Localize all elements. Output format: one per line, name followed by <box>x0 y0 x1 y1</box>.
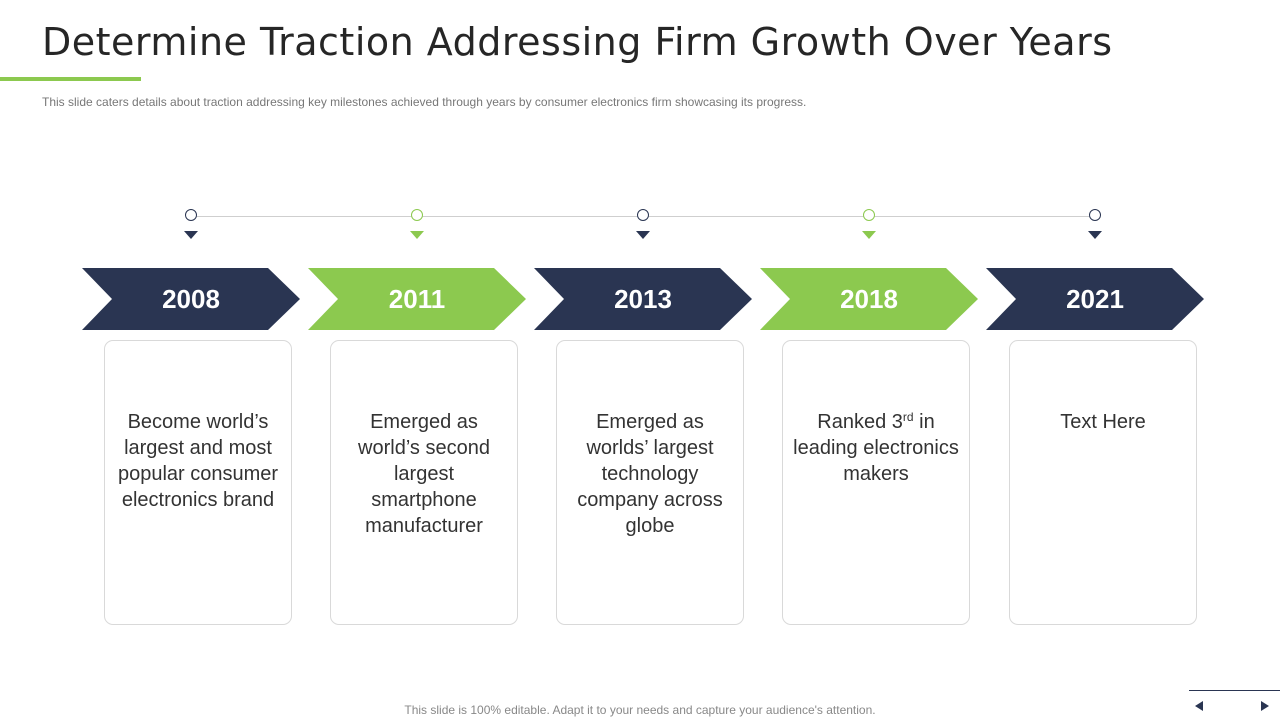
year-chevron-2021: 2021 <box>986 268 1204 330</box>
year-chevron-2011: 2011 <box>308 268 526 330</box>
marker-pointer-icon <box>862 231 876 239</box>
year-label: 2018 <box>840 284 898 314</box>
milestone-text-after: in leading electronics makers <box>793 411 959 485</box>
footer-note: This slide is 100% editable. Adapt it to… <box>404 703 876 717</box>
timeline-marker-2021 <box>1089 209 1101 221</box>
year-label: 2021 <box>1066 284 1124 314</box>
year-label: 2011 <box>388 284 446 314</box>
title-underline <box>0 77 141 81</box>
chevron-shape <box>760 268 978 330</box>
marker-pointer-icon <box>184 231 198 239</box>
page-title: Determine Traction Addressing Firm Growt… <box>42 20 1113 64</box>
milestone-text-superscript: rd <box>902 410 914 424</box>
year-chevron-2013: 2013 <box>534 268 752 330</box>
milestone-text: Emerged as world’s second largest smartp… <box>358 411 490 537</box>
chevron-shape <box>82 268 300 330</box>
milestone-text-before: Ranked 3 <box>817 411 903 433</box>
milestone-card-2021: Text Here <box>1009 340 1197 625</box>
milestone-card-2013: Emerged as worlds’ largest technology co… <box>556 340 744 625</box>
marker-pointer-icon <box>1088 231 1102 239</box>
timeline-marker-2008 <box>185 209 197 221</box>
marker-pointer-icon <box>636 231 650 239</box>
year-chevron-2008: 2008 <box>82 268 300 330</box>
timeline-marker-2018 <box>863 209 875 221</box>
marker-pointer-icon <box>410 231 424 239</box>
slide-nav <box>1189 690 1280 721</box>
timeline-marker-2013 <box>637 209 649 221</box>
milestone-text: Ranked 3rd in leading electronics makers <box>793 409 959 487</box>
page-subtitle: This slide caters details about traction… <box>42 95 807 109</box>
year-label: 2013 <box>614 284 672 314</box>
milestone-card-2011: Emerged as world’s second largest smartp… <box>330 340 518 625</box>
milestone-text: Become world’s largest and most popular … <box>117 411 279 511</box>
timeline-marker-2011 <box>411 209 423 221</box>
milestone-text: Emerged as worlds’ largest technology co… <box>577 411 723 537</box>
chevron-shape <box>308 268 526 330</box>
year-chevron-2018: 2018 <box>760 268 978 330</box>
milestone-card-2008: Become world’s largest and most popular … <box>104 340 292 625</box>
triangle-right-icon <box>1261 701 1269 711</box>
chevron-shape <box>986 268 1204 330</box>
next-slide-button[interactable] <box>1257 699 1273 713</box>
year-label: 2008 <box>162 284 220 314</box>
prev-slide-button[interactable] <box>1193 699 1209 713</box>
milestone-text: Text Here <box>1060 411 1146 433</box>
chevron-shape <box>534 268 752 330</box>
triangle-left-icon <box>1195 701 1203 711</box>
milestone-card-2018: Ranked 3rd in leading electronics makers <box>782 340 970 625</box>
